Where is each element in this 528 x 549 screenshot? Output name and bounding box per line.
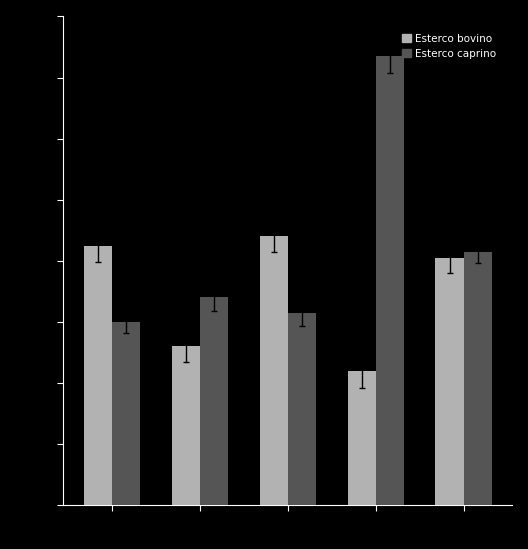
Bar: [260, 237, 288, 505]
Bar: [347, 371, 376, 505]
Bar: [84, 245, 112, 505]
Bar: [112, 322, 140, 505]
Bar: [436, 257, 464, 505]
Bar: [288, 313, 316, 505]
Legend: Esterco bovino, Esterco caprino: Esterco bovino, Esterco caprino: [400, 31, 498, 61]
Bar: [464, 251, 492, 505]
Bar: [200, 298, 228, 505]
Bar: [376, 56, 404, 505]
Bar: [172, 346, 200, 505]
